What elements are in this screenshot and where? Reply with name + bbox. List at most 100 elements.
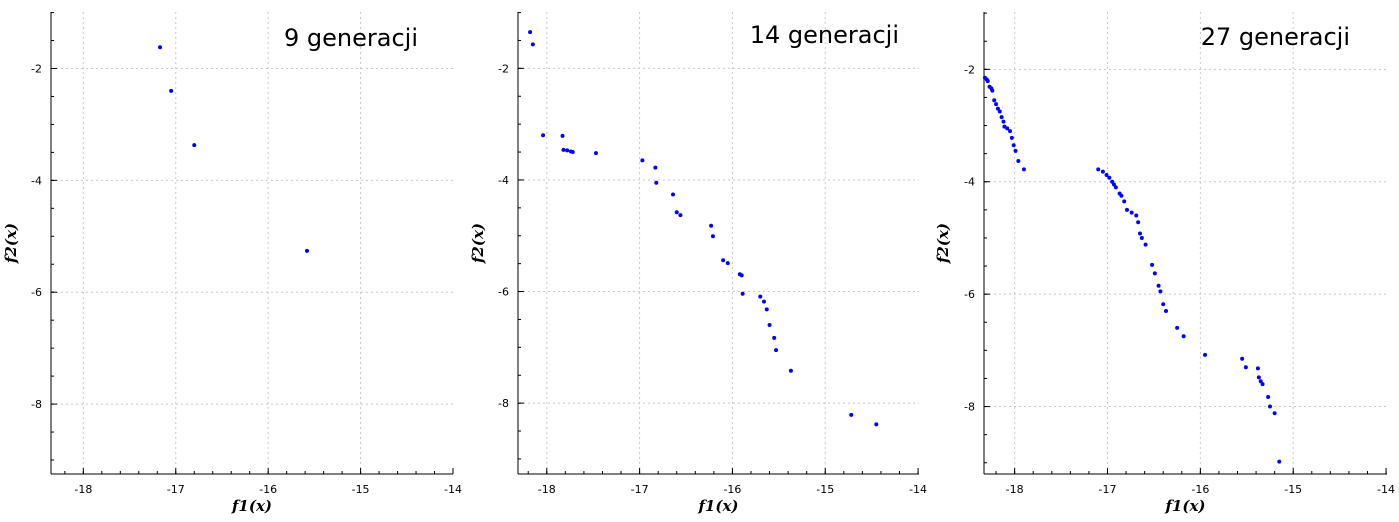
data-point [999,115,1004,120]
data-point [1266,395,1271,399]
data-point [1122,199,1127,204]
data-point [541,133,546,138]
data-point [1243,365,1248,370]
data-point [739,273,744,278]
data-point [1001,119,1006,124]
x-axis-title: f1(x) [697,497,738,515]
data-point [678,213,683,218]
y-tick-label: -2 [498,62,509,75]
data-point [710,234,715,239]
x-tick-label: -18 [538,483,556,496]
data-point [761,299,766,304]
y-tick-label: -6 [498,286,509,299]
data-point [1258,379,1263,384]
data-point [721,258,726,263]
data-point [1009,135,1014,140]
data-point [1112,182,1116,187]
data-point [772,335,777,340]
data-point [560,133,565,138]
data-point [1277,459,1282,464]
data-point [774,348,779,353]
data-point [985,79,990,84]
y-tick-label: -4 [31,174,42,187]
panel-9-generations: -18 -17 -16 -15 -14 -2 -4 -6 -8 f1(x) f2(x) 9 gener… [2,12,462,515]
x-tick-label: -17 [631,483,649,496]
data-point [767,323,772,328]
data-point [1100,169,1105,174]
x-tick-label: -17 [1099,483,1117,496]
x-tick-label: -16 [1191,483,1209,496]
data-point [674,210,679,215]
data-point [1113,185,1118,190]
data-point [530,42,535,47]
data-point [1152,271,1157,276]
data-point [995,106,1000,111]
data-point [1129,210,1134,215]
data-point [1104,172,1109,177]
data-point [1013,148,1018,153]
data-point [1096,167,1101,172]
data-point [1021,167,1026,172]
data-point [1272,411,1277,416]
data-point [192,143,197,148]
x-tick-label: -14 [909,483,927,496]
x-tick-label: -15 [352,483,370,496]
data-point [1110,179,1115,184]
data-point [994,102,999,107]
data-point [1256,375,1261,380]
data-point [758,294,763,299]
x-tick-label: -16 [259,483,277,496]
data-point [1268,404,1272,409]
data-point [997,109,1002,114]
data-point [725,261,730,266]
data-point [528,30,533,35]
data-point [992,98,997,103]
data-point [1260,382,1265,387]
panel-27-generations: -18 -17 -16 -15 -14 -2 -4 -6 -8 f1(x) f2(x) 27 gene… [934,12,1395,515]
y-tick-label: -2 [964,63,975,76]
x-tick-label: -15 [816,483,834,496]
x-tick-label: -16 [723,483,741,496]
y-tick-label: -2 [31,62,42,75]
x-tick-label: -17 [167,483,185,496]
y-tick-label: -8 [31,398,42,411]
data-point [1164,309,1168,314]
y-tick-label: -6 [31,286,42,299]
data-point [1203,352,1207,357]
data-point [1107,175,1112,180]
data-point [1136,220,1141,225]
x-tick-label: -15 [1284,483,1302,496]
chart-title: 14 generacji [750,21,899,49]
data-point [849,412,854,417]
data-point [1138,231,1142,236]
data-point [169,88,174,93]
data-point [593,151,598,156]
y-tick-label: -4 [964,176,975,189]
data-point [565,148,570,153]
y-tick-label: -8 [964,401,975,414]
data-point [653,165,658,170]
data-point [1119,193,1124,198]
data-point [1175,325,1180,330]
chart-title: 27 generacji [1201,23,1350,51]
data-point [671,192,676,197]
data-point [740,291,745,296]
data-point [1008,129,1012,134]
data-point [1134,213,1139,218]
x-tick-label: -14 [1377,483,1395,496]
data-point [640,158,645,163]
data-point [1255,366,1260,371]
panel-14-generations: -18 -17 -16 -15 -14 -2 -4 -6 -8 f1(x) f2(x) 14 gene… [469,12,927,515]
y-axis-title: f2(x) [2,223,20,264]
data-point [874,422,879,427]
data-point [1143,242,1148,247]
y-axis-title: f2(x) [934,223,952,264]
data-point [1156,283,1161,288]
data-point [1139,235,1144,240]
data-point [570,150,575,155]
data-point [1150,262,1155,267]
x-tick-label: -18 [74,483,92,496]
x-tick-label: -14 [444,483,462,496]
data-point [709,223,714,228]
